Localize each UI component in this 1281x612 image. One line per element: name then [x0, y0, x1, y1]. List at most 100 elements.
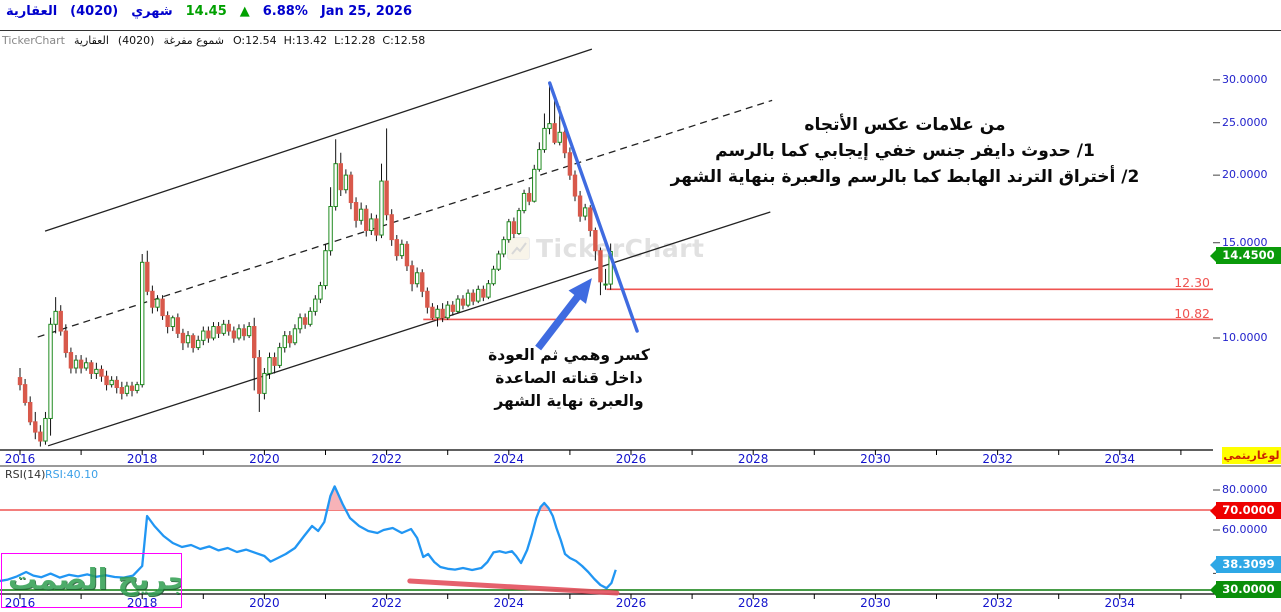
candle-body	[379, 180, 384, 236]
candle-body	[481, 288, 486, 298]
main-year-label-2030: 2030	[860, 452, 891, 466]
candle-body	[185, 335, 191, 344]
candle-body	[465, 292, 471, 306]
rsi-year-label-2020: 2020	[249, 596, 280, 610]
rsi-year-label-2032: 2032	[982, 596, 1013, 610]
candle-body	[99, 368, 104, 377]
rsi-axis-label-60: 60.0000	[1222, 523, 1268, 536]
candle-body	[17, 377, 23, 386]
candle-body	[155, 298, 160, 308]
candle-body	[150, 290, 155, 308]
candle-body	[364, 208, 369, 232]
candle-body	[470, 292, 476, 302]
candle-body	[241, 328, 247, 337]
channel-lower-line	[47, 211, 771, 447]
candle-body	[384, 180, 389, 216]
reversal-annotation-title: من علامات عكس الأتجاه	[804, 115, 1006, 135]
candle-body	[175, 317, 181, 334]
candle-body	[440, 308, 445, 319]
main-year-label-2018: 2018	[126, 452, 158, 466]
candle-body	[318, 285, 323, 300]
candle-body	[58, 310, 63, 332]
candle-body	[420, 272, 425, 292]
candle-body	[389, 214, 394, 241]
main-year-label-2024: 2024	[493, 452, 525, 466]
candle-body	[369, 218, 374, 232]
candle-body	[196, 339, 201, 349]
candle-body	[129, 385, 135, 391]
candle-body	[38, 431, 43, 442]
rsi-year-label-2034: 2034	[1104, 596, 1136, 610]
candle-body	[374, 218, 379, 236]
price-axis-label-20: 20.0000	[1222, 168, 1268, 182]
downtrend-blue-line	[548, 81, 639, 333]
reversal-annotation-line1: 1/ حدوث دايفر جنس خفي إيجابي كما بالرسم	[715, 141, 1095, 161]
candle-body	[460, 298, 466, 306]
candle-body	[593, 230, 598, 252]
price-axis-label-15: 15.0000	[1222, 235, 1268, 249]
candle-body	[445, 304, 450, 319]
candle-body	[532, 168, 537, 202]
candle-body	[358, 208, 364, 221]
support-label-10-82: 10.82	[1174, 306, 1210, 321]
log-scale-badge[interactable]: لوغاريتمي	[1222, 447, 1281, 464]
rsi-year-label-2028: 2028	[737, 596, 769, 610]
channel-upper-line	[44, 48, 593, 232]
rsi-year-label-2024: 2024	[493, 596, 525, 610]
candle-body	[292, 328, 298, 344]
quote-date: Jan 25, 2026	[320, 4, 412, 19]
info-symbol-code: (4020)	[117, 34, 155, 47]
current-price-badge: 14.4500	[1210, 247, 1281, 264]
candle-body	[119, 387, 125, 394]
main-year-label-2016: 2016	[4, 452, 36, 466]
candle-body	[506, 221, 512, 241]
candle-body	[598, 250, 603, 283]
candle-body	[394, 239, 399, 257]
candle-body	[262, 372, 267, 394]
candle-body	[226, 323, 231, 332]
candle-body	[455, 298, 461, 312]
candle-body	[73, 359, 79, 369]
symbol-code[interactable]: (4020)	[70, 4, 119, 19]
candle-body	[404, 243, 410, 267]
candle-body	[521, 192, 527, 212]
candle-body	[145, 261, 150, 292]
ohlc-readout: O:12.54 H:13.42 L:12.28 C:12.58	[232, 34, 426, 47]
candle-body	[94, 368, 99, 374]
candle-body	[267, 357, 272, 374]
tickerchart-watermark: TickerChart	[507, 234, 704, 263]
candle-body	[180, 332, 186, 344]
timeframe-label[interactable]: شهري	[131, 4, 173, 19]
candle-body	[552, 123, 557, 143]
candle-body	[104, 375, 109, 386]
rsi-year-label-2030: 2030	[860, 596, 891, 610]
rsi-indicator-label[interactable]: RSI(14)	[5, 468, 46, 481]
candle-body	[409, 265, 415, 285]
tickerchart-logo-icon	[507, 237, 530, 260]
candle-body	[516, 210, 522, 235]
rsi-30-badge: 30.0000	[1210, 581, 1281, 598]
candle-body	[588, 207, 593, 232]
candle-body	[572, 174, 578, 197]
candle-body	[109, 379, 114, 386]
price-axis-label-25: 25.0000	[1222, 115, 1268, 129]
candle-body	[206, 330, 211, 339]
chart-type-label: شموع مفرغة	[163, 34, 224, 47]
candle-body	[430, 306, 435, 319]
candle-body	[211, 326, 216, 339]
symbol-name[interactable]: العقارية	[6, 4, 58, 19]
candle-body	[542, 127, 547, 151]
candle-body	[313, 298, 318, 312]
candle-body	[165, 315, 170, 328]
candle-body	[124, 385, 130, 394]
rsi-value-label: RSI:40.10	[45, 468, 99, 481]
candle-body	[353, 202, 359, 221]
channel-mid-dashed-line	[37, 99, 773, 338]
candle-body	[287, 335, 293, 344]
candle-body	[450, 304, 455, 312]
main-year-label-2028: 2028	[737, 452, 769, 466]
price-axis-label-10: 10.0000	[1222, 331, 1268, 344]
candle-body	[333, 163, 338, 208]
candle-body	[577, 195, 583, 217]
